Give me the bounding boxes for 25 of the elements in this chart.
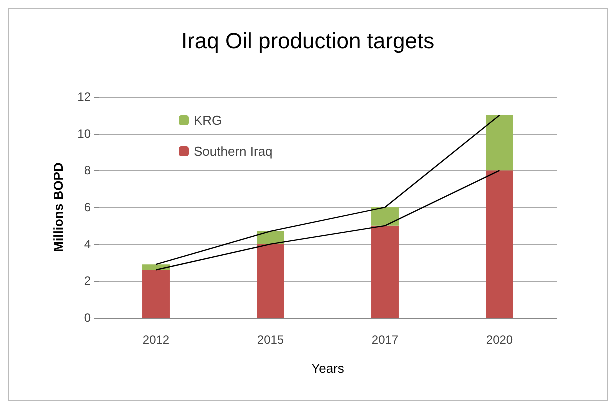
y-tick-label: 10 — [78, 126, 92, 141]
bar — [372, 208, 399, 226]
x-tick-label: 2017 — [372, 333, 399, 347]
y-tick-label: 6 — [84, 200, 92, 214]
line-series — [156, 170, 500, 271]
bar — [257, 231, 284, 244]
x-tick-label: 2020 — [486, 333, 514, 347]
x-axis-title: Years — [312, 361, 345, 376]
x-tick-label: 2015 — [257, 333, 284, 347]
bar — [257, 244, 284, 318]
bar — [486, 170, 514, 318]
y-tick-label: 0 — [84, 311, 92, 325]
x-tick-label: 2012 — [142, 333, 170, 347]
chart-title: Iraq Oil production targets — [181, 28, 435, 54]
y-tick-label: 4 — [84, 237, 92, 252]
bar — [372, 226, 399, 318]
bar — [486, 115, 514, 171]
line-series — [156, 114, 500, 266]
y-tick-label: 8 — [84, 164, 92, 178]
y-axis-title: Millions BOPD — [51, 162, 66, 252]
legend-label: KRG — [194, 113, 222, 128]
y-tick-label: 2 — [84, 274, 92, 288]
bar — [142, 270, 170, 318]
y-tick-label: 12 — [78, 90, 92, 104]
legend-label: Southern Iraq — [194, 144, 273, 159]
